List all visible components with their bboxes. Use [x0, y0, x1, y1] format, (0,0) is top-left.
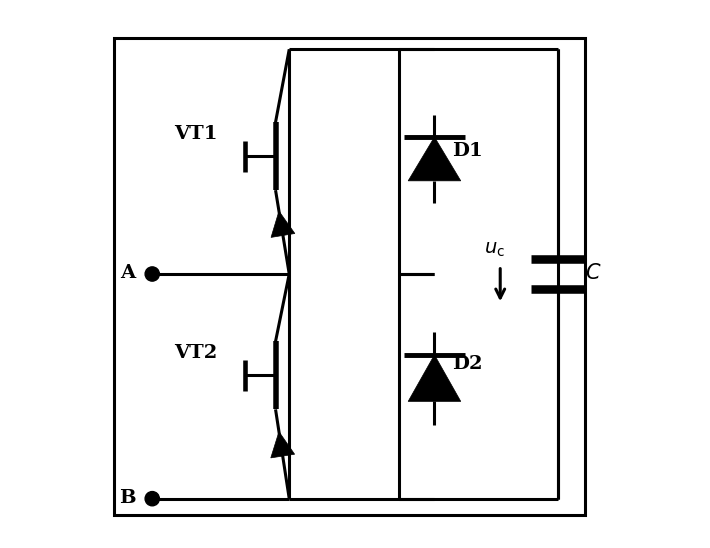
Polygon shape	[408, 355, 461, 401]
Text: A: A	[120, 264, 135, 282]
Text: $u_{\rm c}$: $u_{\rm c}$	[484, 240, 506, 259]
Polygon shape	[271, 211, 295, 237]
Text: D2: D2	[452, 356, 483, 373]
Circle shape	[145, 492, 159, 506]
Polygon shape	[408, 137, 461, 181]
Text: D1: D1	[452, 142, 483, 159]
Polygon shape	[271, 432, 295, 458]
Text: VT2: VT2	[175, 345, 218, 362]
Text: VT1: VT1	[175, 125, 218, 143]
Bar	[114, 38, 585, 515]
Text: B: B	[119, 489, 136, 506]
Text: $C$: $C$	[585, 263, 601, 283]
Circle shape	[145, 267, 159, 281]
